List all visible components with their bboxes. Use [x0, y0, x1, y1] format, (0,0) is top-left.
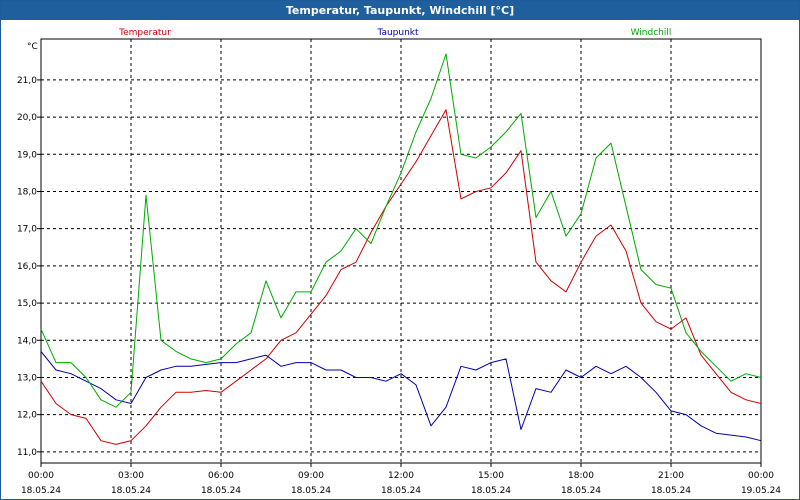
window-title: Temperatur, Taupunkt, Windchill [°C] [1, 1, 799, 20]
x-tick-labels: 00:00 18.05.24 03:00 18.05.24 06:00 18.05.24 0… [21, 471, 781, 496]
x-tick-date: 18.05.24 [381, 486, 421, 496]
series-line-taupunkt [40, 351, 762, 442]
y-tick-label: 21,0 [17, 76, 37, 86]
series-lines [40, 53, 762, 445]
y-tick-label: 11,0 [17, 448, 37, 458]
x-tick-date: 18.05.24 [471, 486, 511, 496]
x-tick-time: 18:00 [568, 471, 594, 481]
x-tick-date: 19.05.24 [741, 486, 781, 496]
x-tick-date: 18.05.24 [561, 486, 601, 496]
x-tick-date: 18.05.24 [111, 486, 151, 496]
y-tick-label: 12,0 [17, 411, 37, 421]
x-tick-time: 06:00 [208, 471, 234, 481]
y-tick-label: 13,0 [17, 373, 37, 383]
y-tick-label: 17,0 [17, 225, 37, 235]
legend-temperatur: Temperatur [118, 28, 171, 38]
y-axis-unit: °C [27, 42, 38, 52]
series-line-windchill [40, 53, 762, 408]
x-tick-date: 18.05.24 [651, 486, 691, 496]
x-tick-date: 18.05.24 [21, 486, 61, 496]
x-tick-time: 09:00 [298, 471, 324, 481]
series-line-temperatur [40, 109, 762, 445]
x-tick-time: 03:00 [118, 471, 144, 481]
x-tick-time: 00:00 [748, 471, 774, 481]
y-tick-label: 16,0 [17, 262, 37, 272]
x-tick-time: 15:00 [478, 471, 504, 481]
x-tick-time: 21:00 [658, 471, 684, 481]
x-tick-date: 18.05.24 [201, 486, 241, 496]
x-tick-date: 18.05.24 [291, 486, 331, 496]
y-tick-label: 18,0 [17, 187, 37, 197]
x-tick-time: 00:00 [28, 471, 54, 481]
grid-lines [37, 38, 762, 467]
x-tick-time: 12:00 [388, 471, 414, 481]
y-tick-label: 14,0 [17, 336, 37, 346]
legend-windchill: Windchill [631, 28, 672, 38]
legend-taupunkt: Taupunkt [376, 28, 419, 38]
y-tick-label: 20,0 [17, 113, 37, 123]
y-tick-label: 15,0 [17, 299, 37, 309]
y-tick-labels: 11,0 12,0 13,0 14,0 15,0 16,0 17,0 18,0 19,0 20,0… [17, 76, 37, 458]
y-tick-label: 19,0 [17, 150, 37, 160]
